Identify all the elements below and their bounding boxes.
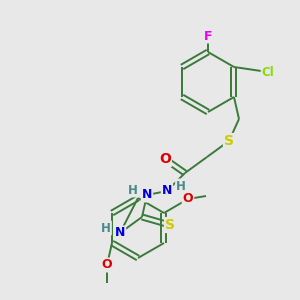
Text: O: O	[159, 152, 171, 166]
Text: H: H	[176, 179, 186, 193]
Text: N: N	[162, 184, 172, 197]
Text: O: O	[102, 259, 112, 272]
Text: H: H	[101, 221, 111, 235]
Text: H: H	[128, 184, 138, 196]
Text: O: O	[183, 193, 193, 206]
Text: S: S	[224, 134, 234, 148]
Text: N: N	[142, 188, 152, 202]
Text: N: N	[115, 226, 125, 239]
Text: S: S	[165, 218, 175, 232]
Text: Cl: Cl	[262, 65, 275, 79]
Text: F: F	[204, 29, 212, 43]
